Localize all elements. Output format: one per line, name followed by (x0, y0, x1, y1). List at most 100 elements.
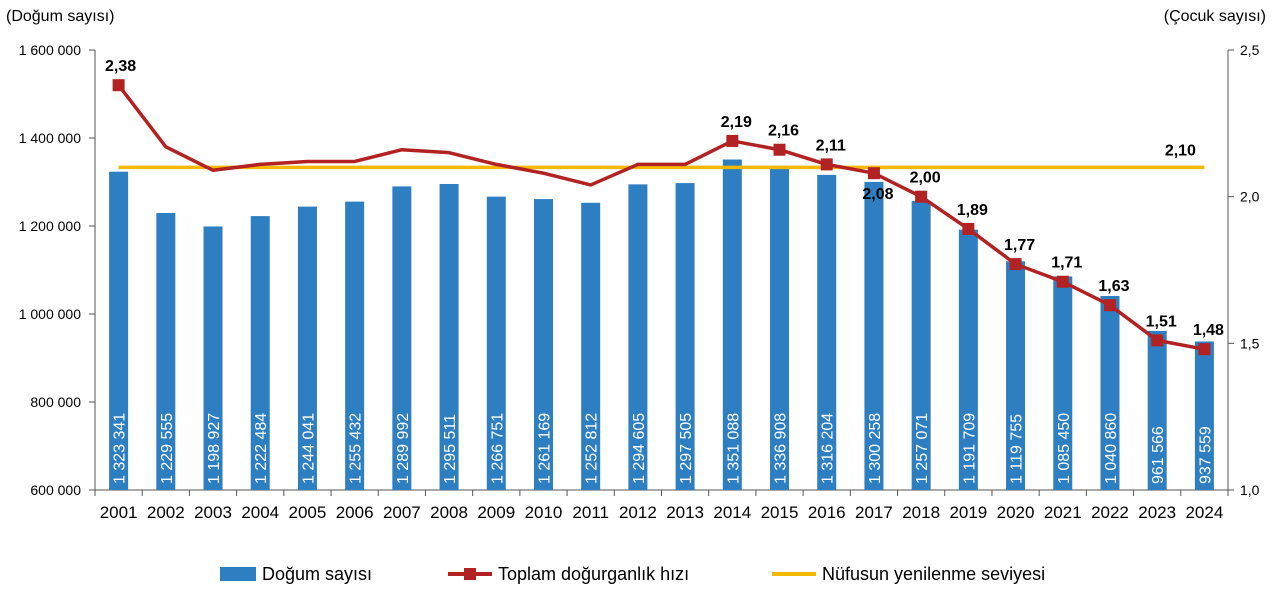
x-tick-label: 2010 (525, 503, 563, 522)
bar (392, 186, 412, 491)
bar-value-label: 1 229 555 (159, 413, 176, 484)
right-tick-label: 1,5 (1240, 335, 1260, 351)
fertility-rate-marker (867, 167, 880, 180)
bar-value-label: 1 255 432 (348, 413, 365, 484)
bar (770, 165, 790, 490)
x-tick-label: 2004 (241, 503, 279, 522)
legend: Doğum sayısı Toplam doğurganlık hızı Nüf… (0, 558, 1280, 590)
x-tick-label: 2008 (430, 503, 468, 522)
left-tick-label: 1 400 000 (19, 130, 81, 146)
left-tick-label: 800 000 (30, 394, 81, 410)
x-tick-label: 2013 (666, 503, 704, 522)
bar (156, 212, 176, 491)
fertility-rate-line (117, 84, 1205, 351)
left-axis-title: (Doğum sayısı) (6, 8, 115, 25)
bar (297, 206, 317, 491)
bar (864, 181, 884, 490)
x-tick-label: 2007 (383, 503, 421, 522)
legend-label-replacement-level: Nüfusun yenilenme seviyesi (822, 563, 1046, 584)
bar-value-label: 1 295 511 (442, 414, 459, 484)
bar-value-label: 1 289 992 (395, 413, 412, 484)
bar-value-label: 1 198 927 (206, 413, 223, 484)
legend-bar-swatch (220, 567, 256, 581)
fertility-rate-marker (962, 222, 975, 235)
x-tick-label: 2023 (1138, 503, 1176, 522)
fertility-rate-marker (820, 158, 833, 171)
fertility-rate-label: 1,89 (957, 202, 988, 219)
bar (628, 184, 648, 491)
bar-value-label: 1 040 860 (1103, 413, 1120, 484)
legend-line-marker-swatch (448, 567, 492, 581)
x-tick-label: 2014 (713, 503, 751, 522)
bar (911, 200, 931, 490)
bar (958, 229, 978, 490)
x-tick-label: 2012 (619, 503, 657, 522)
bar-value-label: 1 261 169 (536, 413, 553, 484)
bar-value-label: 961 566 (1150, 426, 1167, 484)
bar (1100, 296, 1120, 490)
x-tick-label: 2022 (1091, 503, 1129, 522)
bar-value-label: 1 266 751 (489, 413, 506, 484)
fertility-rate-label: 2,16 (768, 123, 799, 140)
left-tick-label: 1 000 000 (19, 306, 81, 322)
x-tick-label: 2005 (289, 503, 327, 522)
bar (722, 159, 742, 490)
x-tick-label: 2020 (997, 503, 1035, 522)
right-tick-label: 2,0 (1240, 189, 1260, 205)
bar (1006, 261, 1026, 490)
fertility-rate-label: 1,51 (1146, 313, 1177, 330)
bar-value-label: 1 252 812 (584, 413, 601, 484)
fertility-rate-label: 2,19 (721, 114, 752, 131)
bar (439, 183, 459, 490)
fertility-rate-label: 2,38 (105, 58, 136, 75)
x-tick-label: 2015 (761, 503, 799, 522)
bar (533, 199, 553, 491)
bar-value-label: 1 297 505 (678, 413, 695, 484)
left-tick-label: 1 600 000 (19, 42, 81, 58)
legend-line-swatch (772, 567, 816, 581)
fertility-rate-marker (1198, 343, 1211, 356)
fertility-rate-label: 2,11 (816, 137, 846, 154)
x-tick-label: 2011 (572, 503, 609, 522)
bar (1147, 330, 1167, 490)
x-tick-label: 2018 (902, 503, 940, 522)
x-tick-label: 2001 (100, 503, 138, 522)
replacement-level-label: 2,10 (1165, 142, 1196, 159)
left-tick-label: 1 200 000 (19, 218, 81, 234)
fertility-rate-label: 1,71 (1051, 255, 1082, 272)
x-tick-label: 2006 (336, 503, 374, 522)
x-tick-label: 2002 (147, 503, 185, 522)
x-tick-label: 2017 (855, 503, 893, 522)
fertility-rate-label: 1,48 (1193, 322, 1224, 339)
fertility-rate-marker (915, 190, 928, 203)
legend-label-fertility-rate: Toplam doğurganlık hızı (498, 563, 690, 584)
bar-value-label: 1 085 450 (1056, 413, 1073, 484)
bar (109, 171, 129, 490)
bar-value-label: 1 316 204 (820, 413, 837, 484)
bar (1053, 276, 1073, 490)
bar-value-label: 1 191 709 (961, 413, 978, 484)
bar-value-label: 1 257 071 (914, 413, 931, 484)
bar-value-label: 1 244 041 (300, 413, 317, 484)
fertility-rate-marker (1009, 258, 1022, 271)
fertility-rate-label: 1,63 (1098, 278, 1129, 295)
fertility-rate-marker (773, 143, 786, 156)
bar (486, 196, 506, 490)
fertility-chart: 600 000 800 000 1 000 000 1 200 000 1 400 00… (19, 42, 1260, 522)
x-tick-label: 2024 (1185, 503, 1223, 522)
bar-value-label: 1 294 605 (631, 413, 648, 484)
fertility-rate-marker (1151, 334, 1164, 347)
legend-item-fertility-rate: Toplam doğurganlık hızı (448, 558, 689, 590)
bar (817, 174, 837, 490)
bar (250, 216, 270, 490)
bar (1194, 341, 1214, 490)
x-tick-label: 2019 (949, 503, 987, 522)
bar (345, 201, 365, 490)
fertility-rate-label: 2,08 (862, 186, 893, 203)
fertility-rate-marker (726, 134, 739, 147)
legend-label-births: Doğum sayısı (262, 563, 373, 584)
bar (203, 226, 223, 491)
right-tick-label: 1,0 (1240, 482, 1260, 498)
legend-item-replacement-level: Nüfusun yenilenme seviyesi (772, 558, 1045, 590)
fertility-rate-marker (1056, 275, 1069, 288)
